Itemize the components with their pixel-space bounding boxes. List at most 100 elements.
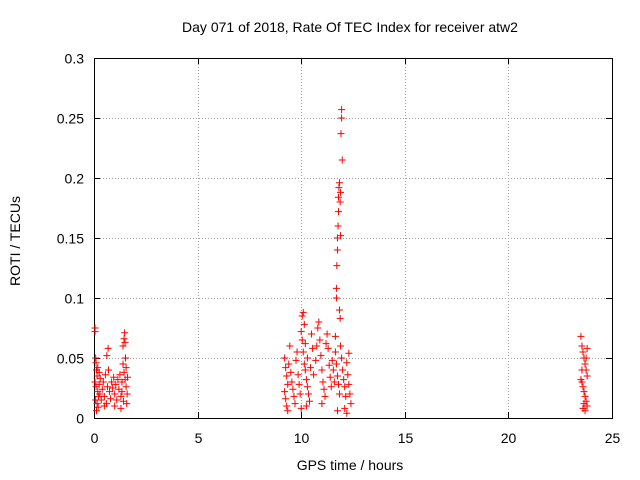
data-point bbox=[287, 368, 295, 376]
data-point bbox=[338, 354, 346, 362]
data-point bbox=[96, 374, 104, 382]
data-point bbox=[579, 383, 587, 391]
data-point bbox=[343, 409, 351, 417]
data-point bbox=[577, 376, 585, 384]
data-point bbox=[293, 348, 301, 356]
data-point bbox=[121, 354, 129, 362]
data-point bbox=[124, 373, 132, 381]
data-point bbox=[109, 384, 117, 392]
data-point bbox=[119, 342, 127, 350]
data-point bbox=[317, 352, 325, 360]
x-tick-label: 20 bbox=[501, 430, 517, 446]
data-point bbox=[103, 383, 111, 391]
data-point bbox=[285, 360, 293, 368]
data-point bbox=[310, 371, 318, 379]
data-point bbox=[337, 188, 345, 196]
data-point bbox=[297, 404, 305, 412]
data-point bbox=[112, 380, 120, 388]
data-point bbox=[303, 383, 311, 391]
data-point bbox=[333, 407, 341, 415]
data-point bbox=[98, 385, 106, 393]
data-point bbox=[308, 330, 316, 338]
data-point bbox=[312, 356, 320, 364]
data-point bbox=[331, 348, 339, 356]
data-point bbox=[282, 395, 290, 403]
data-point bbox=[110, 373, 118, 381]
data-point bbox=[333, 372, 341, 380]
data-point bbox=[95, 380, 103, 388]
data-point bbox=[302, 376, 310, 384]
data-point bbox=[120, 335, 128, 343]
y-tick-label: 0.25 bbox=[57, 111, 84, 127]
data-point bbox=[107, 395, 115, 403]
y-tick-label: 0.15 bbox=[57, 231, 84, 247]
data-point bbox=[314, 324, 322, 332]
data-point bbox=[121, 329, 129, 337]
data-point bbox=[337, 342, 345, 350]
data-point bbox=[304, 390, 312, 398]
data-point bbox=[281, 388, 289, 396]
data-point bbox=[315, 318, 323, 326]
data-point bbox=[123, 390, 131, 398]
data-point bbox=[92, 359, 100, 367]
data-point bbox=[301, 340, 309, 348]
data-point bbox=[320, 385, 328, 393]
data-point bbox=[340, 376, 348, 384]
data-point bbox=[321, 392, 329, 400]
x-tick-label: 0 bbox=[91, 430, 99, 446]
data-point bbox=[120, 368, 128, 376]
data-point bbox=[307, 364, 315, 372]
data-point bbox=[345, 380, 353, 388]
data-point bbox=[111, 390, 119, 398]
data-point bbox=[113, 396, 121, 404]
data-point bbox=[299, 308, 307, 316]
data-point bbox=[298, 336, 306, 344]
data-point bbox=[580, 388, 588, 396]
data-point bbox=[337, 232, 345, 240]
data-point bbox=[122, 364, 130, 372]
data-point bbox=[100, 402, 108, 410]
data-point bbox=[336, 390, 344, 398]
y-axis-label: ROTI / TECUs bbox=[7, 196, 23, 286]
data-point bbox=[302, 402, 310, 410]
data-point bbox=[325, 361, 333, 369]
data-point bbox=[343, 359, 351, 367]
data-point bbox=[309, 344, 317, 352]
data-point bbox=[330, 378, 338, 386]
data-point bbox=[333, 262, 341, 270]
data-point bbox=[577, 332, 585, 340]
plot-frame bbox=[94, 58, 613, 419]
data-point bbox=[305, 397, 313, 405]
data-point bbox=[331, 332, 339, 340]
data-point bbox=[291, 400, 299, 408]
data-point bbox=[338, 156, 346, 164]
data-point bbox=[341, 404, 349, 412]
data-point bbox=[336, 198, 344, 206]
data-point bbox=[103, 352, 111, 360]
chart-title: Day 071 of 2018, Rate Of TEC Index for r… bbox=[182, 19, 518, 35]
data-point bbox=[299, 348, 307, 356]
data-point bbox=[335, 184, 343, 192]
data-point bbox=[338, 106, 346, 114]
data-point bbox=[300, 360, 308, 368]
data-point bbox=[114, 376, 122, 384]
data-point bbox=[97, 396, 105, 404]
data-point bbox=[93, 400, 101, 408]
data-point bbox=[580, 400, 588, 408]
data-point bbox=[295, 380, 303, 388]
data-point bbox=[303, 354, 311, 362]
data-point bbox=[319, 378, 327, 386]
data-point bbox=[117, 404, 125, 412]
data-point bbox=[334, 208, 342, 216]
data-point bbox=[119, 360, 127, 368]
data-point bbox=[345, 349, 353, 357]
x-axis-label: GPS time / hours bbox=[297, 457, 404, 473]
data-points bbox=[91, 106, 591, 417]
data-point bbox=[578, 366, 586, 374]
data-point bbox=[334, 193, 342, 201]
data-point bbox=[318, 366, 326, 374]
data-point bbox=[297, 328, 305, 336]
data-point bbox=[91, 378, 99, 386]
data-point bbox=[289, 385, 297, 393]
data-point bbox=[284, 407, 292, 415]
